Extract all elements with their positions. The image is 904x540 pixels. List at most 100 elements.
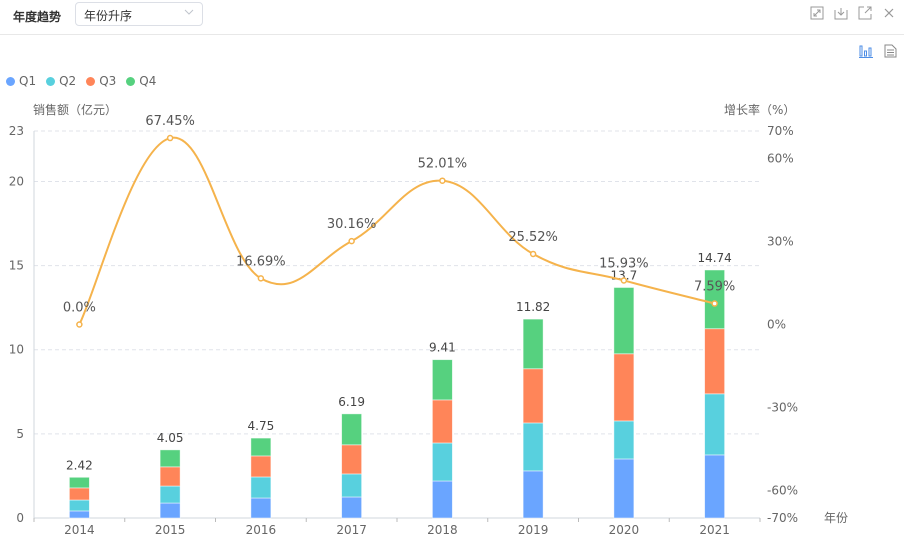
growth-point bbox=[166, 134, 174, 142]
y-tick-label: 20 bbox=[9, 174, 24, 188]
x-tick-label: 2014 bbox=[64, 523, 95, 537]
legend-label: Q1 bbox=[19, 74, 37, 88]
y-tick-label: 15 bbox=[9, 259, 24, 273]
legend-item-q4[interactable]: Q4 bbox=[126, 74, 156, 88]
x-tick-label: 2018 bbox=[427, 523, 458, 537]
growth-point bbox=[257, 275, 265, 282]
bar-q3-2018 bbox=[431, 399, 453, 444]
sort-select-value: 年份升序 bbox=[84, 9, 133, 23]
bar-q4-2021 bbox=[704, 269, 726, 330]
table-view-icon[interactable] bbox=[884, 44, 897, 58]
growth-label: 15.93% bbox=[599, 256, 649, 271]
x-tick-label: 2019 bbox=[518, 523, 549, 537]
bar-q4-2014 bbox=[68, 476, 90, 489]
panel-title: 年度趋势 bbox=[13, 10, 62, 24]
fullscreen-icon[interactable] bbox=[810, 6, 824, 20]
y2-tick-label: 30% bbox=[767, 235, 794, 249]
x-tick-label: 2017 bbox=[336, 523, 367, 537]
bar-total-label: 6.19 bbox=[338, 395, 365, 409]
growth-label: 7.59% bbox=[694, 280, 735, 295]
y2-tick-label: -30% bbox=[767, 400, 798, 414]
bar-q4-2020 bbox=[613, 287, 635, 355]
legend-item-q2[interactable]: Q2 bbox=[46, 74, 76, 88]
legend-item-q1[interactable]: Q1 bbox=[6, 74, 36, 88]
bar-q3-2019 bbox=[522, 368, 544, 424]
y-tick-label: 5 bbox=[16, 427, 24, 441]
y2-tick-label: 0% bbox=[767, 318, 786, 332]
bar-q2-2015 bbox=[159, 485, 181, 504]
chart-legend: Q1 Q2 Q3 Q4 bbox=[6, 74, 156, 88]
bar-q4-2017 bbox=[341, 413, 363, 446]
bar-q1-2018 bbox=[431, 480, 453, 519]
bar-total-label: 2.42 bbox=[66, 458, 93, 472]
bar-q3-2014 bbox=[68, 487, 90, 501]
bar-q3-2017 bbox=[341, 444, 363, 475]
x-axis-title: 年份 bbox=[824, 511, 848, 525]
bar-q1-2020 bbox=[613, 458, 635, 519]
bar-q2-2017 bbox=[341, 473, 363, 498]
legend-item-q3[interactable]: Q3 bbox=[86, 74, 116, 88]
x-tick-label: 2015 bbox=[155, 523, 186, 537]
growth-label: 67.45% bbox=[145, 114, 195, 129]
growth-label: 16.69% bbox=[236, 254, 286, 269]
y2-axis-title: 增长率（%） bbox=[724, 102, 795, 117]
bar-q1-2017 bbox=[341, 496, 363, 519]
bar-q2-2014 bbox=[68, 499, 90, 512]
bar-total-label: 9.41 bbox=[429, 341, 456, 355]
bar-q4-2018 bbox=[431, 359, 453, 401]
y2-tick-label: -60% bbox=[767, 483, 798, 497]
growth-label: 30.16% bbox=[327, 217, 377, 232]
bar-q2-2018 bbox=[431, 442, 453, 482]
bar-q3-2021 bbox=[704, 328, 726, 395]
bar-q1-2015 bbox=[159, 502, 181, 519]
download-icon[interactable] bbox=[834, 6, 848, 20]
bar-total-label: 4.75 bbox=[248, 419, 275, 433]
bar-q2-2021 bbox=[704, 393, 726, 456]
legend-dot-q2 bbox=[46, 76, 56, 86]
growth-label: 25.52% bbox=[508, 230, 558, 245]
bar-q3-2016 bbox=[250, 455, 272, 478]
growth-point bbox=[620, 277, 628, 284]
bar-q3-2015 bbox=[159, 466, 181, 487]
bar-chart-icon[interactable] bbox=[859, 44, 873, 58]
bar-total-label: 4.05 bbox=[157, 431, 184, 445]
bar-total-label: 14.74 bbox=[697, 251, 731, 265]
growth-label: 52.01% bbox=[418, 157, 468, 172]
bar-q4-2019 bbox=[522, 318, 544, 370]
bar-q2-2016 bbox=[250, 476, 272, 499]
bar-q1-2016 bbox=[250, 497, 272, 519]
y2-tick-label: 70% bbox=[767, 124, 794, 138]
legend-label: Q3 bbox=[99, 74, 117, 88]
bar-q4-2016 bbox=[250, 437, 272, 457]
y-tick-label: 23 bbox=[9, 124, 24, 138]
bar-q1-2014 bbox=[68, 510, 90, 519]
legend-dot-q3 bbox=[86, 76, 96, 86]
bar-q2-2019 bbox=[522, 422, 544, 472]
growth-point bbox=[348, 237, 355, 245]
sort-select[interactable]: 年份升序 bbox=[75, 2, 203, 26]
close-icon[interactable] bbox=[882, 6, 896, 20]
legend-dot-q4 bbox=[126, 76, 136, 86]
x-tick-label: 2020 bbox=[609, 523, 640, 537]
legend-label: Q4 bbox=[139, 74, 157, 88]
growth-label: 0.0% bbox=[63, 301, 96, 316]
bar-q1-2021 bbox=[704, 454, 726, 519]
y2-tick-label: -70% bbox=[767, 511, 798, 525]
bar-total-label: 11.82 bbox=[516, 300, 550, 314]
toolbar: 年度趋势 年份升序 bbox=[0, 0, 904, 35]
bar-q4-2015 bbox=[159, 449, 181, 468]
legend-dot-q1 bbox=[6, 76, 15, 86]
y2-tick-label: 60% bbox=[767, 152, 794, 166]
x-tick-label: 2016 bbox=[246, 523, 277, 537]
external-link-icon[interactable] bbox=[858, 6, 872, 20]
y-tick-label: 0 bbox=[16, 511, 24, 525]
growth-point bbox=[711, 300, 718, 307]
growth-point bbox=[439, 177, 446, 184]
y-tick-label: 10 bbox=[9, 343, 24, 357]
bar-q1-2019 bbox=[522, 470, 544, 519]
bar-q2-2020 bbox=[613, 420, 635, 460]
growth-point bbox=[76, 321, 83, 328]
y-axis-title: 销售额（亿元） bbox=[33, 102, 117, 117]
growth-point bbox=[529, 250, 537, 258]
